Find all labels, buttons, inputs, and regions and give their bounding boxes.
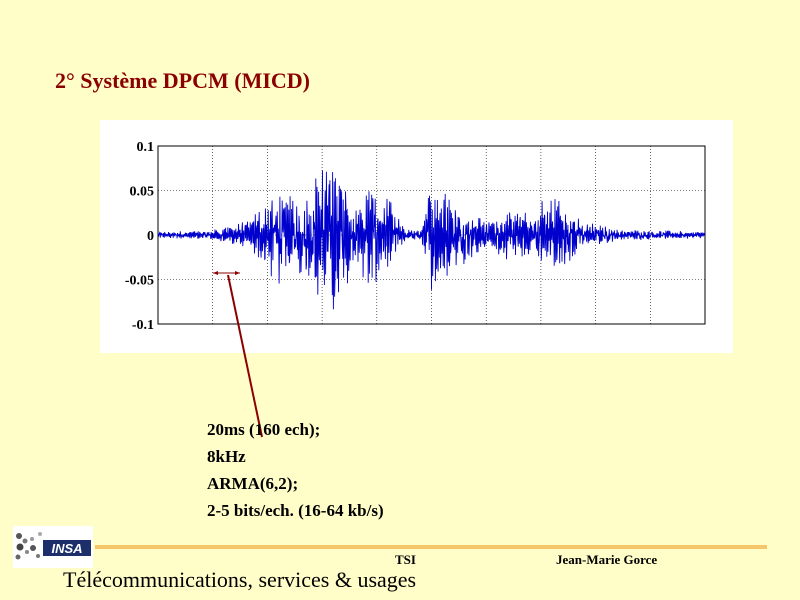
- footer-author: Jean-Marie Gorce: [556, 552, 658, 567]
- plot-frame: [157, 145, 706, 325]
- y-tick-label: -0.05: [125, 274, 154, 289]
- note-frame-length: 20ms (160 ech);: [207, 420, 321, 439]
- y-tick-label: 0.1: [137, 140, 155, 155]
- waveform-plot: 0.1 0.05 0 -0.05 -0.1: [125, 140, 706, 333]
- footer-subtitle: Télécommunications, services & usages: [63, 567, 417, 592]
- y-tick-label: 0.05: [130, 185, 155, 200]
- footer-course: TSI: [395, 552, 416, 567]
- svg-text:INSA: INSA: [51, 541, 82, 556]
- note-sampling-rate: 8kHz: [207, 447, 246, 466]
- footer-divider: [95, 545, 767, 549]
- note-bitrate: 2-5 bits/ech. (16-64 kb/s): [207, 501, 384, 520]
- y-tick-label: 0: [147, 229, 154, 244]
- waveform-series-line: [157, 170, 706, 310]
- waveform-chart: 0.1 0.05 0 -0.05 -0.1: [100, 120, 733, 353]
- note-model-order: ARMA(6,2);: [207, 474, 299, 493]
- slide-title: 2° Système DPCM (MICD): [55, 68, 311, 93]
- insa-logo-icon: INSA: [13, 526, 93, 568]
- y-tick-label: -0.1: [132, 318, 154, 333]
- parameter-notes: 20ms (160 ech); 8kHz ARMA(6,2); 2-5 bits…: [207, 416, 384, 524]
